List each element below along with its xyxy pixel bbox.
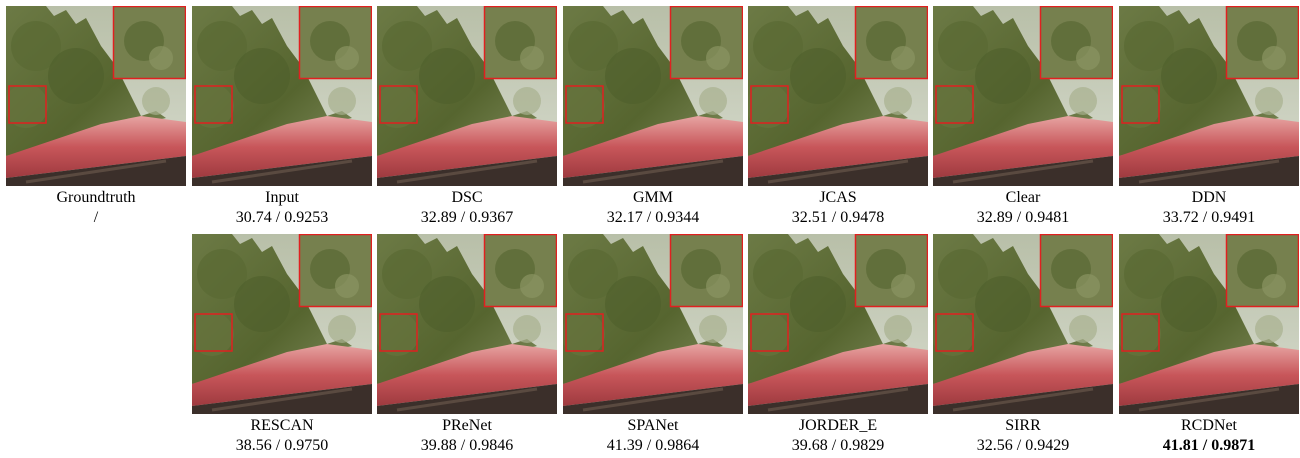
result-image (6, 6, 186, 186)
result-image (933, 6, 1113, 186)
method-name: JCAS (748, 188, 928, 208)
metric-score: 32.51 / 0.9478 (748, 208, 928, 228)
result-image (748, 6, 928, 186)
metric-score: 39.68 / 0.9829 (748, 436, 928, 456)
method-name: SPANet (563, 416, 743, 436)
result-image (1119, 6, 1299, 186)
metric-score: 32.56 / 0.9429 (933, 436, 1113, 456)
method-name: RCDNet (1119, 416, 1299, 436)
figure: Groundtruth/Input30.74 / 0.9253DSC32.89 … (0, 0, 1300, 458)
method-name: PReNet (377, 416, 557, 436)
result-image (377, 234, 557, 414)
metric-score: 30.74 / 0.9253 (192, 208, 372, 228)
metric-score: 41.39 / 0.9864 (563, 436, 743, 456)
method-name: DSC (377, 188, 557, 208)
method-name: RESCAN (192, 416, 372, 436)
metric-score: / (6, 208, 186, 228)
metric-score: 32.17 / 0.9344 (563, 208, 743, 228)
result-image (748, 234, 928, 414)
metric-score: 33.72 / 0.9491 (1119, 208, 1299, 228)
result-image (377, 6, 557, 186)
metric-score: 32.89 / 0.9367 (377, 208, 557, 228)
metric-score: 39.88 / 0.9846 (377, 436, 557, 456)
method-name: Input (192, 188, 372, 208)
method-name: GMM (563, 188, 743, 208)
method-name: SIRR (933, 416, 1113, 436)
result-image (1119, 234, 1299, 414)
result-image (933, 234, 1113, 414)
metric-score: 41.81 / 0.9871 (1119, 436, 1299, 456)
result-image (563, 234, 743, 414)
result-image (192, 234, 372, 414)
method-name: Groundtruth (6, 188, 186, 208)
metric-score: 32.89 / 0.9481 (933, 208, 1113, 228)
caption: Groundtruth/ (6, 188, 186, 228)
panel: Groundtruth/ (6, 6, 186, 228)
method-name: JORDER_E (748, 416, 928, 436)
metric-score: 38.56 / 0.9750 (192, 436, 372, 456)
method-name: Clear (933, 188, 1113, 208)
method-name: DDN (1119, 188, 1299, 208)
result-image (192, 6, 372, 186)
result-image (563, 6, 743, 186)
